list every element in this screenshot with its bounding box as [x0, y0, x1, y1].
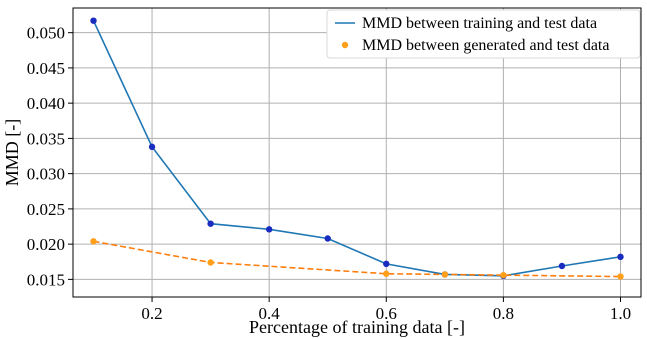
y-tick-label: 0.020 [27, 235, 65, 254]
x-tick-label: 1.0 [610, 304, 631, 323]
x-tick-label: 0.8 [493, 304, 514, 323]
x-tick-label: 0.6 [376, 304, 397, 323]
legend-label-generated-test: MMD between generated and test data [362, 37, 609, 54]
legend: MMD between training and test data MMD b… [326, 9, 641, 59]
series-point-generated-test [617, 273, 624, 280]
series-point-training-test [383, 260, 390, 268]
series-point-training-test [148, 143, 156, 151]
y-tick-label: 0.015 [27, 270, 65, 289]
series-line-generated-test [93, 240, 621, 278]
series-point-training-test [207, 220, 214, 227]
y-tick-label: 0.045 [27, 59, 65, 78]
y-tick-label: 0.040 [27, 94, 65, 113]
y-axis-label: MMD [-] [2, 119, 22, 187]
x-axis-label: Percentage of training data [-] [249, 317, 465, 337]
y-tick-label: 0.035 [27, 129, 65, 148]
x-tick-label: 0.4 [259, 304, 281, 323]
y-tick-label: 0.025 [27, 200, 65, 219]
legend-label-training-test: MMD between training and test data [362, 15, 597, 32]
series-point-training-test [265, 226, 273, 233]
series-layer [90, 17, 624, 280]
tick-layer: 0.2 0.4 0.6 0.8 1.0 0.015 0.020 0.025 0.030 0.035… [27, 24, 631, 323]
y-tick-label: 0.030 [27, 165, 65, 184]
series-point-training-test [90, 17, 97, 24]
series-point-training-test [617, 253, 624, 261]
x-tick-label: 0.2 [141, 304, 162, 323]
plot-frame [72, 7, 642, 298]
series-line-training-test [92, 20, 621, 277]
series-point-training-test [558, 262, 566, 270]
y-tick-label: 0.050 [27, 24, 65, 43]
series-point-generated-test [441, 271, 449, 278]
legend-box [326, 9, 641, 59]
series-point-training-test [324, 235, 331, 242]
series-point-generated-test [500, 271, 507, 279]
legend-marker-generated-test [341, 41, 349, 49]
series-point-generated-test [207, 259, 214, 266]
series-point-generated-test [90, 238, 97, 245]
series-point-generated-test [383, 270, 390, 277]
